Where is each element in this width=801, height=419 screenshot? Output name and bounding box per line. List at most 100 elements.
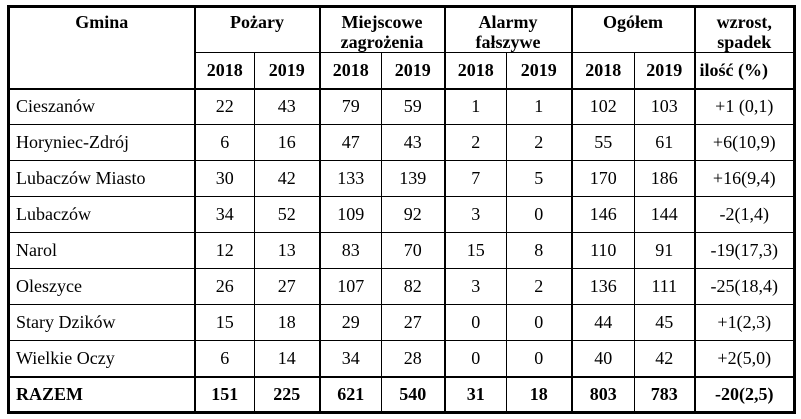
cell-value: 83 <box>318 232 382 269</box>
table-row: Stary Dzików 15 18 29 27 0 0 44 45 +1(2,… <box>8 304 795 341</box>
cell-value: 45 <box>634 304 695 341</box>
table-row: Lubaczów Miasto 30 42 133 139 7 5 170 18… <box>8 160 795 197</box>
year-header: 2019 <box>634 52 695 90</box>
cell-value: 0 <box>443 340 507 377</box>
cell-gmina: Horyniec-Zdrój <box>8 124 195 161</box>
year-header: 2019 <box>506 52 572 90</box>
cell-value: 27 <box>254 268 320 305</box>
table-row: Wielkie Oczy 6 14 34 28 0 0 40 42 +2(5,0… <box>8 340 795 377</box>
column-group-miejscowe-zagrozenia: Miejscowe zagrożenia <box>318 6 445 53</box>
cell-value: 47 <box>318 124 382 161</box>
cell-value: 107 <box>318 268 382 305</box>
cell-value: 13 <box>254 232 320 269</box>
cell-change: +1 (0,1) <box>693 88 795 125</box>
cell-value: 40 <box>570 340 635 377</box>
cell-value: 34 <box>318 340 382 377</box>
cell-value: 2 <box>506 124 572 161</box>
cell-gmina: Narol <box>8 232 195 269</box>
cell-value: 61 <box>634 124 695 161</box>
cell-value: 8 <box>506 232 572 269</box>
cell-value: 3 <box>443 196 507 233</box>
cell-value: 146 <box>570 196 635 233</box>
header-year-row: 2018 2019 2018 2019 2018 2019 2018 2019 … <box>9 52 795 90</box>
table-row: Lubaczów 34 52 109 92 3 0 146 144 -2(1,4… <box>8 196 795 233</box>
cell-value: 136 <box>570 268 635 305</box>
cell-value: 1 <box>443 88 507 125</box>
table-row: Horyniec-Zdrój 6 16 47 43 2 2 55 61 +6(1… <box>8 124 795 161</box>
column-header-gmina: Gmina <box>8 6 195 90</box>
cell-value: 7 <box>443 160 507 197</box>
cell-gmina: Lubaczów Miasto <box>8 160 195 197</box>
cell-total-value: 783 <box>634 375 695 413</box>
cell-value: 103 <box>634 88 695 125</box>
cell-change: -25(18,4) <box>693 268 795 305</box>
cell-total-change: -20(2,5) <box>693 375 795 413</box>
cell-gmina: Lubaczów <box>8 196 195 233</box>
cell-value: 42 <box>254 160 320 197</box>
cell-value: 110 <box>570 232 635 269</box>
cell-value: 1 <box>506 88 572 125</box>
cell-value: 139 <box>381 160 445 197</box>
year-header: 2018 <box>570 52 635 90</box>
year-header: 2019 <box>254 52 320 90</box>
cell-value: 2 <box>443 124 507 161</box>
cell-total-value: 18 <box>506 375 572 413</box>
table-row: Oleszyce 26 27 107 82 3 2 136 111 -25(18… <box>8 268 795 305</box>
cell-value: 5 <box>506 160 572 197</box>
cell-total-value: 621 <box>318 375 382 413</box>
cell-value: 0 <box>506 340 572 377</box>
cell-value: 186 <box>634 160 695 197</box>
cell-value: 0 <box>506 304 572 341</box>
cell-value: 14 <box>254 340 320 377</box>
cell-value: 18 <box>254 304 320 341</box>
cell-gmina: Wielkie Oczy <box>8 340 195 377</box>
cell-gmina: Cieszanów <box>8 88 195 125</box>
table-row: Narol 12 13 83 70 15 8 110 91 -19(17,3) <box>8 232 795 269</box>
cell-value: 22 <box>193 88 255 125</box>
header-group-row: Gmina Pożary Miejscowe zagrożenia Alarmy… <box>8 6 795 90</box>
cell-value: 52 <box>254 196 320 233</box>
cell-value: 6 <box>193 340 255 377</box>
cell-value: 16 <box>254 124 320 161</box>
cell-value: 43 <box>254 88 320 125</box>
cell-value: 34 <box>193 196 255 233</box>
cell-change: -2(1,4) <box>693 196 795 233</box>
cell-value: 2 <box>506 268 572 305</box>
column-group-wzrost-spadek: wzrost, spadek <box>693 6 795 53</box>
cell-value: 59 <box>381 88 445 125</box>
cell-value: 43 <box>381 124 445 161</box>
total-row: RAZEM 151 225 621 540 31 18 803 783 -20(… <box>8 375 795 413</box>
year-header: 2019 <box>381 52 445 90</box>
cell-value: 111 <box>634 268 695 305</box>
column-group-alarmy-falszywe: Alarmy fałszywe <box>443 6 572 53</box>
cell-total-label: RAZEM <box>8 375 195 413</box>
cell-value: 27 <box>381 304 445 341</box>
cell-value: 144 <box>634 196 695 233</box>
cell-value: 55 <box>570 124 635 161</box>
cell-value: 0 <box>443 304 507 341</box>
cell-change: +16(9,4) <box>693 160 795 197</box>
cell-gmina: Stary Dzików <box>8 304 195 341</box>
cell-value: 26 <box>193 268 255 305</box>
cell-value: 42 <box>634 340 695 377</box>
table-row: Cieszanów 22 43 79 59 1 1 102 103 +1 (0,… <box>8 88 795 125</box>
cell-value: 30 <box>193 160 255 197</box>
quantity-header: ilość (%) <box>693 52 795 90</box>
cell-value: 170 <box>570 160 635 197</box>
cell-change: -19(17,3) <box>693 232 795 269</box>
fire-statistics-table: Gmina Pożary Miejscowe zagrożenia Alarmy… <box>7 5 796 414</box>
cell-value: 70 <box>381 232 445 269</box>
cell-change: +6(10,9) <box>693 124 795 161</box>
cell-value: 91 <box>634 232 695 269</box>
cell-total-value: 31 <box>443 375 507 413</box>
cell-change: +2(5,0) <box>693 340 795 377</box>
cell-gmina: Oleszyce <box>8 268 195 305</box>
cell-value: 28 <box>381 340 445 377</box>
cell-value: 92 <box>381 196 445 233</box>
cell-value: 44 <box>570 304 635 341</box>
cell-value: 109 <box>318 196 382 233</box>
cell-value: 29 <box>318 304 382 341</box>
cell-value: 12 <box>193 232 255 269</box>
cell-value: 133 <box>318 160 382 197</box>
cell-total-value: 540 <box>381 375 445 413</box>
